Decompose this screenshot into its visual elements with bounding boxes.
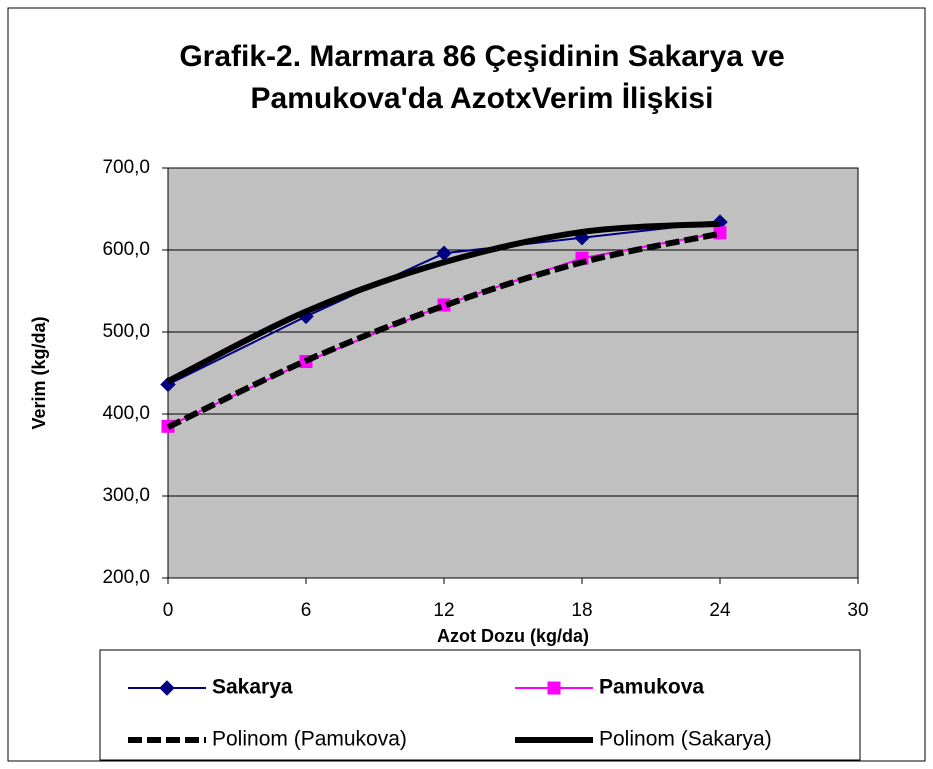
x-tick-label: 24 <box>709 600 731 621</box>
x-tick-label: 6 <box>301 600 312 621</box>
legend-label: Polinom (Sakarya) <box>599 728 772 751</box>
legend-label: Polinom (Pamukova) <box>212 728 407 751</box>
x-axis-label: Azot Dozu (kg/da) <box>437 626 589 646</box>
chart-title: Grafik-2. Marmara 86 Çeşidinin Sakarya v… <box>179 40 785 115</box>
y-tick-label: 600,0 <box>102 239 150 260</box>
x-tick-label: 30 <box>847 600 868 621</box>
legend-marker <box>547 681 561 695</box>
y-tick-label: 700,0 <box>102 157 150 178</box>
x-tick-label: 0 <box>163 600 174 621</box>
legend-marker <box>159 680 175 696</box>
trendline <box>166 220 721 384</box>
x-tick-label: 12 <box>433 600 454 621</box>
legend <box>99 649 861 761</box>
legend-label: Pamukova <box>599 676 704 699</box>
y-tick-label: 500,0 <box>102 321 150 342</box>
y-axis-label: Verim (kg/da) <box>29 316 49 429</box>
y-tick-label: 200,0 <box>102 567 150 588</box>
x-tick-label: 18 <box>571 600 592 621</box>
plot-area <box>167 167 859 579</box>
y-tick-label: 400,0 <box>102 403 150 424</box>
legend-label: Sakarya <box>212 676 293 699</box>
trendline <box>166 230 721 430</box>
y-tick-label: 300,0 <box>102 485 150 506</box>
